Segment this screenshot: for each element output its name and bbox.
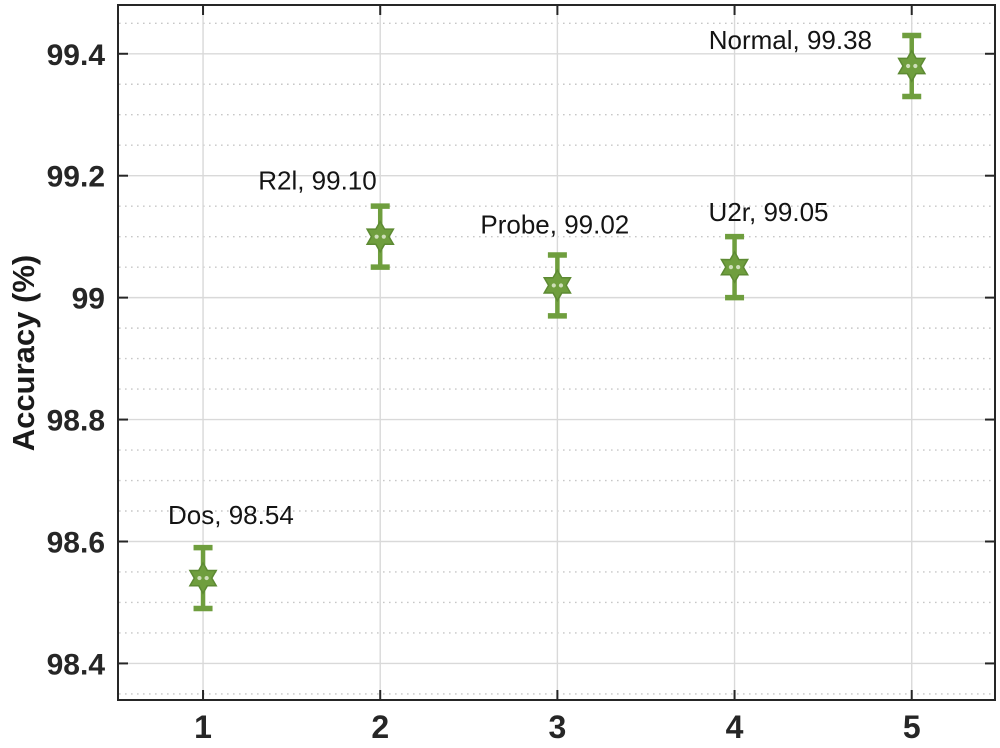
marker-inner-dot: [374, 234, 379, 239]
x-tick-label: 4: [726, 709, 744, 745]
y-tick-label: 99: [72, 283, 105, 316]
point-annotation: Dos, 98.54: [168, 500, 294, 530]
marker-inner-dot: [913, 63, 918, 69]
x-tick-label: 5: [903, 709, 921, 745]
x-tick-label: 2: [371, 709, 389, 745]
marker-inner-dot: [558, 283, 564, 288]
point-annotation: U2r, 99.05: [709, 197, 829, 227]
y-tick-label: 99.2: [47, 161, 105, 194]
y-tick-label: 99.4: [47, 39, 106, 72]
point-annotation: Normal, 99.38: [709, 25, 872, 55]
y-tick-label: 98.4: [47, 648, 106, 681]
marker-inner-dot: [906, 63, 911, 69]
data-point-normal: [897, 32, 927, 100]
hexagram-marker: [365, 220, 395, 254]
marker-inner-dot: [736, 265, 741, 270]
marker-inner-dot: [728, 265, 734, 270]
hexagram-marker: [188, 561, 218, 595]
y-tick-label: 98.6: [47, 526, 105, 559]
data-point-probe: [542, 252, 572, 319]
data-point-u2r: [720, 233, 750, 301]
x-tick-label: 1: [194, 709, 212, 745]
marker-inner-dot: [204, 575, 209, 581]
marker-inner-dot: [551, 283, 556, 288]
y-tick-label: 98.8: [47, 405, 105, 438]
hexagram-marker: [897, 49, 927, 83]
hexagram-marker: [542, 268, 572, 303]
point-annotation: R2l, 99.10: [258, 166, 377, 196]
x-tick-label: 3: [548, 709, 566, 745]
marker-inner-dot: [381, 234, 386, 239]
hexagram-marker: [720, 250, 750, 284]
marker-inner-dot: [197, 575, 202, 581]
point-annotation: Probe, 99.02: [480, 209, 629, 239]
axis-box: [117, 4, 996, 701]
data-point-dos: [188, 544, 218, 612]
data-point-r2l: [365, 203, 395, 270]
